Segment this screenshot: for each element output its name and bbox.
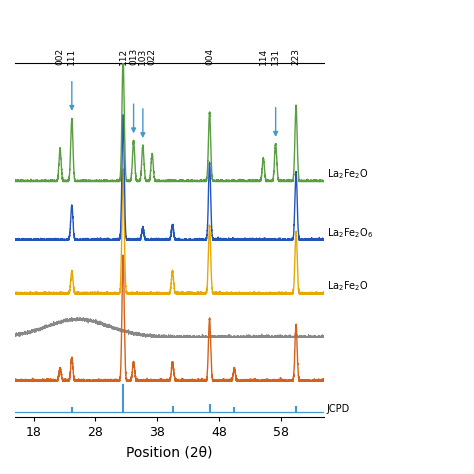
Text: La$_2$Fe$_2$O: La$_2$Fe$_2$O [327, 280, 369, 293]
Text: 111: 111 [67, 48, 76, 65]
Text: 103: 103 [138, 48, 147, 65]
Text: 004: 004 [205, 48, 214, 65]
Text: 022: 022 [147, 48, 156, 65]
Text: 013: 013 [129, 48, 138, 65]
Text: 112: 112 [118, 48, 128, 65]
Text: La$_2$Fe$_2$O$_6$: La$_2$Fe$_2$O$_6$ [327, 226, 373, 239]
Text: 131: 131 [271, 48, 280, 65]
Text: 114: 114 [259, 48, 268, 65]
Text: 223: 223 [292, 48, 301, 65]
X-axis label: Position (2θ): Position (2θ) [126, 445, 213, 459]
Text: La$_2$Fe$_2$O: La$_2$Fe$_2$O [327, 167, 369, 181]
Text: JCPD: JCPD [327, 404, 350, 414]
Text: 002: 002 [55, 48, 64, 65]
